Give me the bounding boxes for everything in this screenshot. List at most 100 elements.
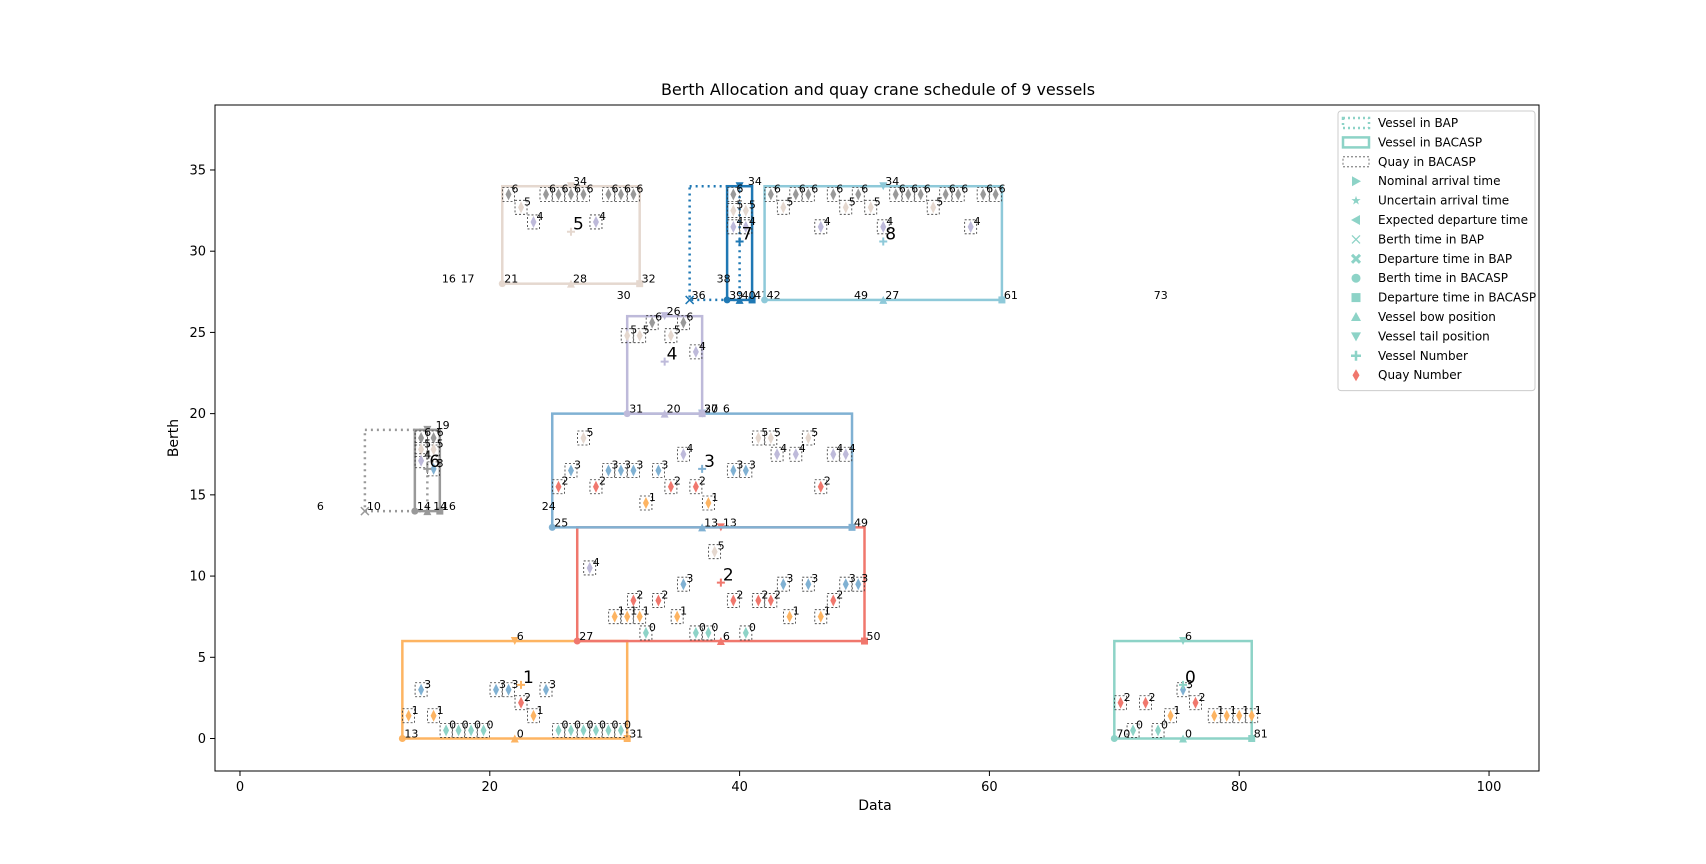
vessel-2-quay-1-label: 5 <box>718 540 725 553</box>
vessel-8-quay-18: 4 <box>964 215 981 235</box>
vessel-5-quay-3-label: 6 <box>574 182 581 195</box>
vessel-3-quay-4: 4 <box>676 442 693 462</box>
vessel-8-quay-4: 6 <box>851 182 868 202</box>
vessel-4-quay-2: 5 <box>664 324 681 344</box>
vessel-6-label-2: 16 <box>442 500 456 513</box>
vessel-4-quay-3-label: 6 <box>655 311 662 324</box>
vessel-4-number-marker <box>660 357 669 366</box>
vessel-8-quay-8: 6 <box>939 182 956 202</box>
vessel-4-quay-0-label: 5 <box>630 324 637 337</box>
vessel-7-label-1: 40 <box>742 289 756 302</box>
vessel-8-quay-1-label: 6 <box>799 182 806 195</box>
vessel-8-tail <box>879 182 888 191</box>
vessel-6-quay-5-label: 3 <box>437 457 444 470</box>
y-tick-label-0: 0 <box>198 732 206 747</box>
vessel-1-number-marker <box>517 680 526 689</box>
vessel-6-quay-4-label: 4 <box>424 449 431 462</box>
vessel-2-number: 2 <box>723 566 734 586</box>
vessel-1-label-0: 13 <box>404 728 418 741</box>
vessel-0-label-3: 6 <box>1185 630 1192 643</box>
vessel-0-number: 0 <box>1185 668 1196 688</box>
vessel-7-bap-rect <box>688 184 741 302</box>
vessel-6-number-marker <box>423 464 432 473</box>
vessel-7-label-0: 39 <box>729 289 743 302</box>
vessel-2-quay-15: 2 <box>751 588 768 608</box>
legend-item-12-label: Vessel Number <box>1378 349 1468 363</box>
vessel-2-quay-2-label: 1 <box>618 605 625 618</box>
vessel-8-quay-6: 6 <box>901 182 918 202</box>
y-tick-label-25: 25 <box>189 326 206 341</box>
vessel-1-quay-1: 1 <box>427 704 444 724</box>
vessel-1-quay-15: 3 <box>489 678 506 698</box>
vessel-8-label-3: 49 <box>854 289 868 302</box>
vessel-0-quay-6-label: 1 <box>1217 704 1224 717</box>
vessel-7-quay-1-label: 5 <box>736 199 743 212</box>
vessel-4-quay-4: 6 <box>676 311 693 331</box>
legend-item-9-label: Departure time in BACASP <box>1378 291 1536 305</box>
vessel-3-quay-7-label: 4 <box>836 442 843 455</box>
vessel-2-berth-time <box>573 637 581 645</box>
vessel-5-quay-7-label: 6 <box>636 182 643 195</box>
vessel-2-quay-13: 2 <box>652 588 668 608</box>
vessel-4-label-3: 26 <box>667 305 681 318</box>
legend-item-3-label: Nominal arrival time <box>1378 174 1501 188</box>
vessel-2-quay-2: 1 <box>608 605 625 625</box>
vessel-8-quay-10: 6 <box>976 182 993 202</box>
vessel-2-label-2: 6 <box>723 630 730 643</box>
vessel-3-quay-0-label: 5 <box>586 426 593 439</box>
vessel-1-quay-0-label: 1 <box>412 704 419 717</box>
vessel-0-quay-5-label: 1 <box>1174 704 1181 717</box>
x-axis: 0 20 40 60 80 100 <box>236 771 1501 795</box>
vessel-3-departure-time <box>848 523 856 531</box>
legend-item-13: Quay Number <box>1352 368 1462 382</box>
vessel-2-quay-15-label: 2 <box>761 588 768 601</box>
vessel-8-quay-16-label: 4 <box>824 215 831 228</box>
vessel-0-quay-8: 1 <box>1232 704 1249 724</box>
vessel-3-quay-20-label: 2 <box>824 475 831 488</box>
vessel-4-quay-1-label: 5 <box>643 324 650 337</box>
vessel-1-quay-0: 1 <box>402 704 419 724</box>
vessel-1-quay-6: 0 <box>477 718 494 738</box>
vessel-3-quay-13: 3 <box>652 458 668 478</box>
vessel-3-label-0: 25 <box>554 516 568 529</box>
legend-item-11: Vessel tail position <box>1351 329 1490 343</box>
vessel-1-quay-5-label: 0 <box>474 718 481 731</box>
vessel-3-quay-11: 3 <box>614 458 631 478</box>
vessel-2-quay-6-label: 1 <box>793 605 800 618</box>
plot-area-frame <box>214 104 1540 772</box>
vessel-3-label-3: 20 <box>704 403 718 416</box>
vessel-2-quay-13-label: 2 <box>661 588 668 601</box>
vessel-1-quay-2: 1 <box>527 704 544 724</box>
vessel-0-quay-7-label: 1 <box>1230 704 1237 717</box>
vessel-0-bow <box>1179 734 1188 743</box>
vessel-0-label-1: 81 <box>1254 728 1268 741</box>
vessel-0-quay-5: 1 <box>1164 704 1181 724</box>
vessel-0-quay-1-label: 2 <box>1149 691 1156 704</box>
vessel-8-quay-9: 6 <box>951 182 968 202</box>
vessel-5-quay-0-label: 6 <box>512 182 519 195</box>
legend-item-1: Vessel in BACASP <box>1341 135 1482 149</box>
vessel-3-quay-16-label: 2 <box>561 475 568 488</box>
legend: Vessel in BAP Vessel in BACASP Quay in BAC… <box>1337 110 1536 392</box>
vessel-5-quay-9-label: 4 <box>537 210 544 223</box>
vessel-6-departure-time <box>436 507 444 515</box>
legend-frame <box>1337 110 1536 392</box>
vessel-0-departure-time <box>1248 735 1256 743</box>
legend-item-1-label: Vessel in BACASP <box>1378 135 1482 149</box>
legend-item-8: Berth time in BACASP <box>1351 271 1508 285</box>
legend-item-0-label: Vessel in BAP <box>1378 116 1458 130</box>
vessel-5-quay-4: 6 <box>577 182 593 202</box>
vessel-0-quay-9-label: 1 <box>1255 704 1262 717</box>
vessel-0-quay-6: 1 <box>1207 704 1224 724</box>
vessel-3-quay-3: 5 <box>801 426 818 446</box>
legend-item-4-label: Uncertain arrival time <box>1378 194 1509 208</box>
vessel-2-quay-7: 1 <box>814 605 831 625</box>
vessel-1-number: 1 <box>523 668 534 688</box>
y-tick-label-30: 30 <box>189 245 206 260</box>
vessel-5-label-1: 32 <box>642 273 656 286</box>
